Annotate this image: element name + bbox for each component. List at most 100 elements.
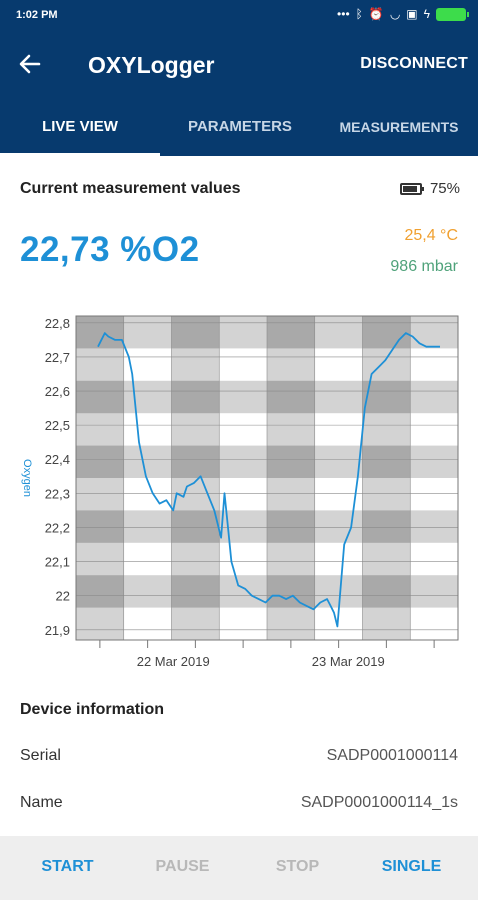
tab-indicator (0, 153, 160, 156)
grid-cell (267, 542, 316, 576)
grid-cell (314, 510, 363, 544)
grid-cell (123, 445, 172, 479)
grid-cell (123, 413, 172, 447)
grid-cell (362, 380, 411, 414)
pressure-value: 986 mbar (390, 258, 458, 275)
grid-cell (267, 445, 316, 479)
grid-cell (171, 316, 220, 349)
grid-cell (314, 316, 363, 349)
grid-cell (76, 542, 125, 576)
grid-cell (267, 380, 316, 414)
y-tick-label: 22,7 (45, 350, 70, 365)
grid-cell (171, 413, 220, 447)
app-title: OXYLogger (88, 52, 215, 78)
y-tick-label: 22,4 (45, 452, 70, 467)
grid-cell (410, 510, 459, 544)
name-value: SADP0001000114_1s (300, 794, 458, 811)
pause-button[interactable]: PAUSE (155, 858, 210, 875)
grid-cell (362, 445, 411, 479)
grid-cell (123, 380, 172, 414)
y-tick-label: 22,2 (45, 520, 70, 535)
grid-cell (314, 413, 363, 447)
grid-cell (314, 445, 363, 479)
single-button[interactable]: SINGLE (381, 858, 442, 875)
grid-cell (219, 607, 268, 641)
grid-cell (362, 510, 411, 544)
grid-cell (219, 445, 268, 479)
charging-icon: ϟ (423, 7, 430, 21)
grid-cell (410, 607, 459, 641)
tab-measurements[interactable]: MEASUREMENTS (339, 119, 459, 135)
grid-cell (362, 607, 411, 641)
grid-cell (267, 413, 316, 447)
tab-parameters[interactable]: PARAMETERS (188, 118, 292, 135)
y-tick-label: 21,9 (45, 623, 70, 638)
grid-cell (314, 542, 363, 576)
grid-cell (410, 575, 459, 609)
stop-button[interactable]: STOP (275, 858, 320, 875)
grid-cell (123, 510, 172, 544)
grid-cell (76, 478, 125, 511)
grid-cell (123, 575, 172, 609)
temperature-value: 25,4 °C (404, 227, 458, 244)
plot-frame (75, 315, 459, 641)
grid-cell (219, 316, 268, 349)
status-icons: ••• ᛒ ⏰ ◡ ▣ ϟ (337, 7, 469, 21)
battery-icon (436, 7, 469, 21)
grid-cell (362, 478, 411, 511)
grid-cell (219, 478, 268, 511)
grid-cell (410, 478, 459, 511)
grid-cell (76, 348, 125, 382)
grid-cell (219, 413, 268, 447)
grid-cell (219, 542, 268, 576)
grid-cell (362, 413, 411, 447)
grid-cell (76, 510, 125, 544)
start-button[interactable]: START (41, 858, 94, 875)
grid-cell (171, 607, 220, 641)
y-tick-label: 22,6 (45, 384, 70, 399)
grid-cell (171, 380, 220, 414)
grid-cell (410, 348, 459, 382)
y-tick-label: 22,8 (45, 316, 70, 331)
action-bar: START PAUSE STOP SINGLE (0, 836, 478, 900)
grid-cell (362, 575, 411, 609)
grid-cell (410, 413, 459, 447)
grid-cell (171, 542, 220, 576)
sim-icon: ▣ (406, 7, 418, 21)
arrow-left-icon[interactable] (18, 48, 50, 80)
disconnect-button[interactable]: DISCONNECT (360, 55, 468, 72)
grid-cell (76, 575, 125, 609)
tab-live-view[interactable]: LIVE VIEW (42, 118, 118, 135)
x-tick-label: 23 Mar 2019 (312, 654, 385, 669)
grid-cell (76, 380, 125, 414)
grid-cell (267, 316, 316, 349)
series-line (97, 332, 440, 628)
y-axis-label: Oxygen (21, 459, 33, 497)
dots-icon: ••• (337, 7, 350, 21)
name-label: Name (20, 794, 63, 811)
y-tick-label: 22 (56, 589, 70, 604)
current-values-title: Current measurement values (20, 180, 241, 197)
grid-cell (123, 542, 172, 576)
grid-cell (267, 510, 316, 544)
grid-cell (76, 607, 125, 641)
serial-label: Serial (20, 747, 61, 764)
grid-cell (410, 542, 459, 576)
x-tick-label: 22 Mar 2019 (137, 654, 210, 669)
grid-cell (123, 316, 172, 349)
device-info-title: Device information (20, 701, 165, 718)
device-battery: 75% (399, 180, 460, 197)
battery-level-icon (399, 182, 424, 195)
grid-cell (123, 607, 172, 641)
tab-bar: LIVE VIEW PARAMETERS MEASUREMENTS (0, 96, 478, 156)
grid-cell (171, 445, 220, 479)
battery-percent: 75% (429, 180, 460, 197)
alarm-icon: ⏰ (368, 7, 384, 21)
grid-cell (267, 348, 316, 382)
bluetooth-icon: ᛒ (355, 7, 363, 21)
grid-cell (410, 380, 459, 414)
y-tick-label: 22,5 (45, 418, 70, 433)
y-tick-label: 22,1 (45, 555, 70, 570)
grid-cell (362, 348, 411, 382)
grid-cell (362, 542, 411, 576)
